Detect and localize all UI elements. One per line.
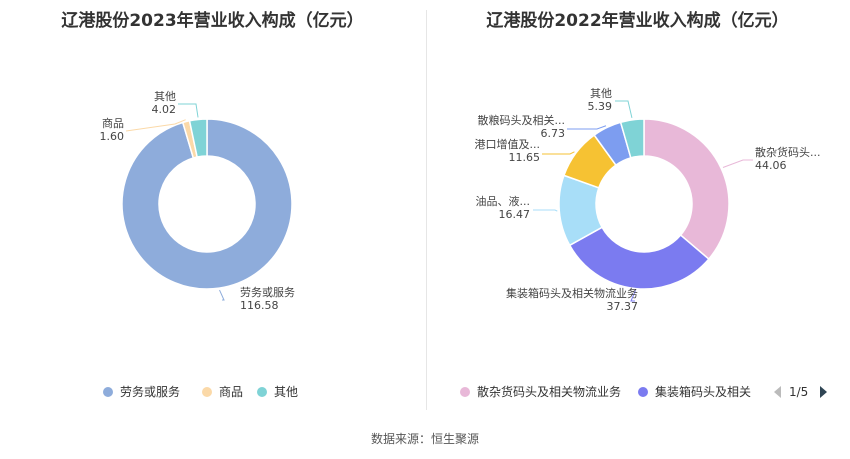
legend-marker[interactable] [202,387,212,397]
chart-title-2022: 辽港股份2022年营业收入构成（亿元） [486,11,789,31]
slice-name-label: 商品 [102,116,124,130]
slice-name-label: 其他 [154,90,176,103]
slice-value-label: 4.02 [152,103,177,116]
label-leader-line [178,103,199,118]
right-chart-panel: 辽港股份2022年营业收入构成（亿元） 散杂货码头... 44.06 集装箱码头及相… [425,0,850,420]
slice-value-label: 5.39 [588,100,613,113]
label-leader-line [542,151,575,155]
slice-value-label: 16.47 [499,208,531,221]
legend-label[interactable]: 劳务或服务 [120,384,180,399]
legend-marker[interactable] [257,387,267,397]
data-source-footer: 数据来源：恒生聚源 [370,432,479,446]
chart-title-2023: 辽港股份2023年营业收入构成（亿元） [61,11,364,31]
label-leader-line [125,119,186,132]
pie-slice [188,118,208,158]
left-chart-panel: 辽港股份2023年营业收入构成（亿元） 劳务或服务 116.58 商品 1.60 其他 4… [0,0,425,420]
slice-name-label: 其他 [590,87,612,100]
slice-name-label: 散粮码头及相关... [478,113,566,127]
slice-value-label: 11.65 [509,151,541,164]
legend-label[interactable]: 其他 [274,385,298,399]
pie-slice [568,226,710,290]
label-leader-line [219,289,225,301]
slice-value-label: 37.37 [607,300,639,313]
legend-page-indicator: 1/5 [789,385,808,399]
panel-divider [426,10,427,410]
pie-slice [619,118,645,159]
slice-name-label: 劳务或服务 [240,286,295,299]
label-leader-line [615,100,633,118]
slice-value-label: 44.06 [755,159,787,172]
pie-slice [643,118,730,261]
legend-label[interactable]: 商品 [219,384,243,399]
legend-label[interactable]: 集装箱码头及相关 [655,384,751,399]
legend-marker[interactable] [103,387,113,397]
legend-prev-page-icon[interactable] [774,386,781,398]
label-leader-line [567,125,607,130]
legend-label[interactable]: 散杂货码头及相关物流业务 [477,384,621,399]
legend-next-page-icon[interactable] [820,386,827,398]
pie-slice [121,118,293,290]
slice-value-label: 6.73 [541,127,566,140]
slice-name-label: 油品、液... [476,194,531,208]
slice-name-label: 集装箱码头及相关物流业务 [506,286,638,300]
slice-name-label: 散杂货码头... [755,145,821,159]
slice-value-label: 116.58 [240,299,279,312]
slice-value-label: 1.60 [100,130,125,143]
slice-name-label: 港口增值及... [475,137,541,151]
legend-marker[interactable] [638,387,648,397]
label-leader-line [630,290,636,302]
label-leader-line [722,159,753,168]
legend-marker[interactable] [460,387,470,397]
label-leader-line [533,209,558,212]
